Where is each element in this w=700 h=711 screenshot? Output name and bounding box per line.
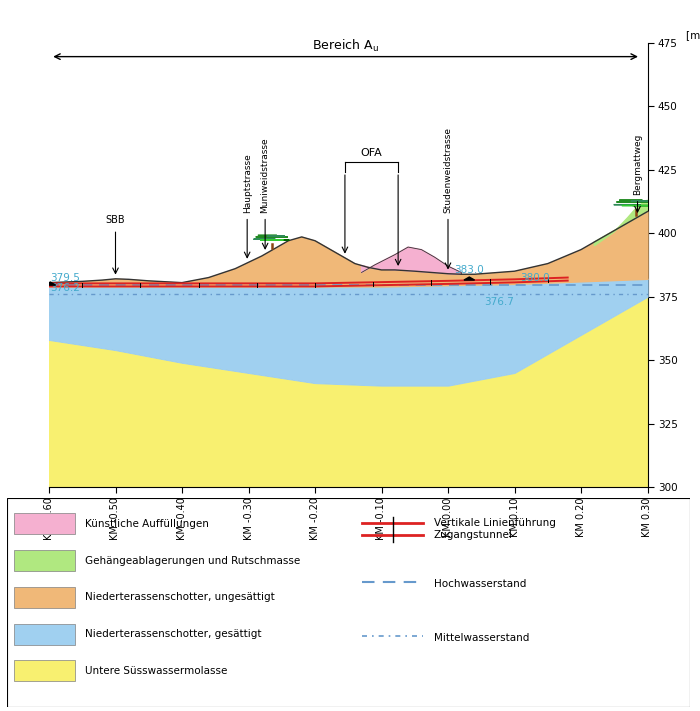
Text: Niederterassenschotter, ungesättigt: Niederterassenschotter, ungesättigt: [85, 592, 275, 602]
Text: Mittelwasserstand: Mittelwasserstand: [433, 634, 529, 643]
Text: Studenweidstrasse: Studenweidstrasse: [444, 127, 452, 213]
Polygon shape: [464, 277, 475, 280]
Text: 380.0: 380.0: [520, 272, 550, 282]
Text: Untere Süsswassermolasse: Untere Süsswassermolasse: [85, 665, 228, 675]
Text: [m ü.M.]: [m ü.M.]: [687, 31, 700, 41]
Bar: [14, 624, 76, 644]
Text: 376.7: 376.7: [484, 297, 514, 307]
Text: 376.2: 376.2: [50, 283, 80, 293]
Text: OFA: OFA: [360, 148, 382, 158]
Text: Hochwasserstand: Hochwasserstand: [433, 579, 526, 589]
Bar: [14, 513, 76, 535]
Polygon shape: [362, 247, 461, 274]
Bar: [14, 661, 76, 681]
Polygon shape: [45, 282, 56, 285]
Text: Bergmattweg: Bergmattweg: [633, 134, 642, 195]
Text: Niederterassenschotter, gesättigt: Niederterassenschotter, gesättigt: [85, 629, 262, 639]
Text: Bereich $\mathregular{A_u}$: Bereich $\mathregular{A_u}$: [312, 38, 378, 54]
Bar: [14, 587, 76, 608]
Text: Gehängeablagerungen und Rutschmasse: Gehängeablagerungen und Rutschmasse: [85, 555, 301, 566]
Polygon shape: [594, 200, 648, 246]
Polygon shape: [49, 296, 648, 487]
Text: SBB: SBB: [106, 215, 125, 225]
Bar: [14, 550, 76, 571]
Text: Hauptstrasse: Hauptstrasse: [243, 153, 252, 213]
Text: 383.0: 383.0: [455, 265, 484, 275]
Text: Künstliche Auffüllungen: Künstliche Auffüllungen: [85, 519, 209, 529]
Text: 379.5: 379.5: [50, 274, 80, 284]
Text: Vertikale Linienführung
Zugangstunnel: Vertikale Linienführung Zugangstunnel: [433, 518, 555, 540]
Text: Muniweidstrasse: Muniweidstrasse: [260, 137, 270, 213]
